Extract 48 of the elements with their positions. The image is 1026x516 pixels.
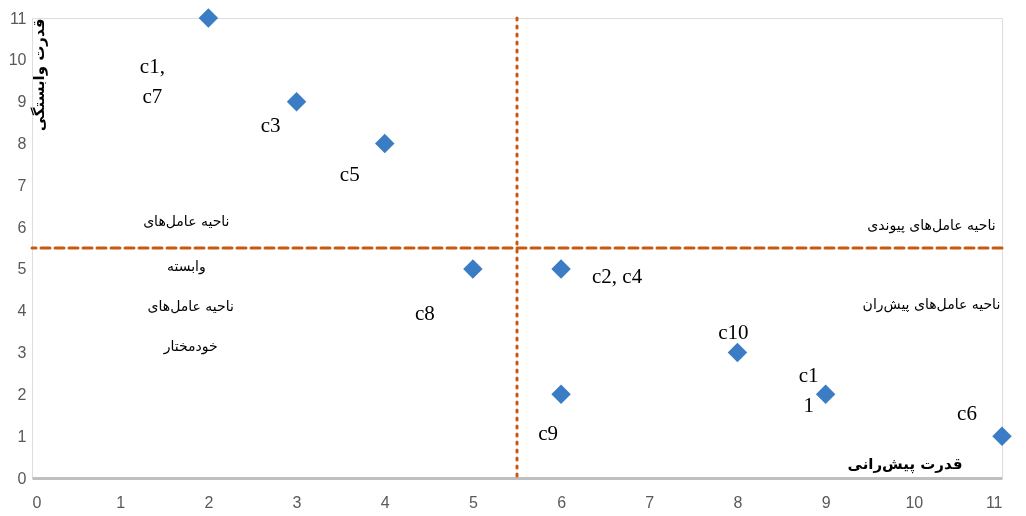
x-tick-label: 0 — [32, 493, 42, 511]
y-tick-label: 3 — [17, 344, 27, 362]
y-tick-label: 5 — [17, 260, 27, 278]
x-tick-label: 9 — [821, 493, 831, 511]
y-axis-title: قدرت وابستگی — [29, 18, 48, 132]
annotation: c5 — [339, 162, 360, 187]
y-tick-label: 8 — [17, 134, 27, 152]
point — [992, 426, 1012, 446]
y-tick-label: 7 — [17, 176, 27, 194]
y-tick-label: 1 — [17, 427, 27, 445]
x-tick-label: 5 — [468, 493, 478, 511]
annotation: ناحیه عامل‌های پیش‌ران — [862, 296, 1001, 314]
annotation: c1, c7 — [139, 54, 165, 108]
x-tick-label: 6 — [557, 493, 567, 511]
point — [815, 384, 836, 405]
x-tick-label: 7 — [645, 493, 655, 511]
point — [374, 133, 395, 154]
text: ناحیه عامل‌های وابسته — [143, 212, 230, 274]
annotation: c9 — [538, 421, 558, 446]
x-tick-label: 2 — [204, 493, 214, 511]
x-tick-label: 8 — [733, 493, 743, 511]
y-tick-label: 9 — [17, 93, 27, 111]
point — [198, 8, 219, 28]
x-tick-label: 3 — [292, 493, 302, 511]
point — [286, 91, 307, 112]
y-tick-label: 4 — [17, 302, 27, 320]
x-tick-label: 10 — [905, 493, 924, 511]
point — [551, 384, 571, 405]
point — [551, 259, 571, 279]
y-tick-label: 2 — [17, 385, 27, 403]
y-tick-label: 10 — [8, 51, 27, 69]
y-tick-label: 11 — [9, 9, 27, 27]
point — [463, 259, 483, 279]
annotation: c6 — [957, 401, 977, 426]
annotation: c10 — [718, 319, 749, 344]
x-tick-label: 1 — [116, 493, 126, 511]
annotation: c2, c4 — [592, 263, 643, 288]
x-axis-title: قدرت پیش‌رانی — [847, 454, 963, 474]
annotation: ناحیه عامل‌های پیوندی — [867, 216, 996, 234]
x-tick-label: 11 — [985, 493, 1003, 511]
annotation: c3 — [260, 112, 281, 137]
annotation: c8 — [415, 300, 435, 325]
x-tick-label: 4 — [380, 493, 390, 511]
point — [727, 342, 748, 363]
y-tick-label: 6 — [17, 218, 27, 236]
text: ناحیه عامل‌های خودمختار — [147, 298, 234, 355]
annotation: c1 1 — [798, 363, 819, 418]
y-tick-label: 0 — [17, 469, 27, 487]
